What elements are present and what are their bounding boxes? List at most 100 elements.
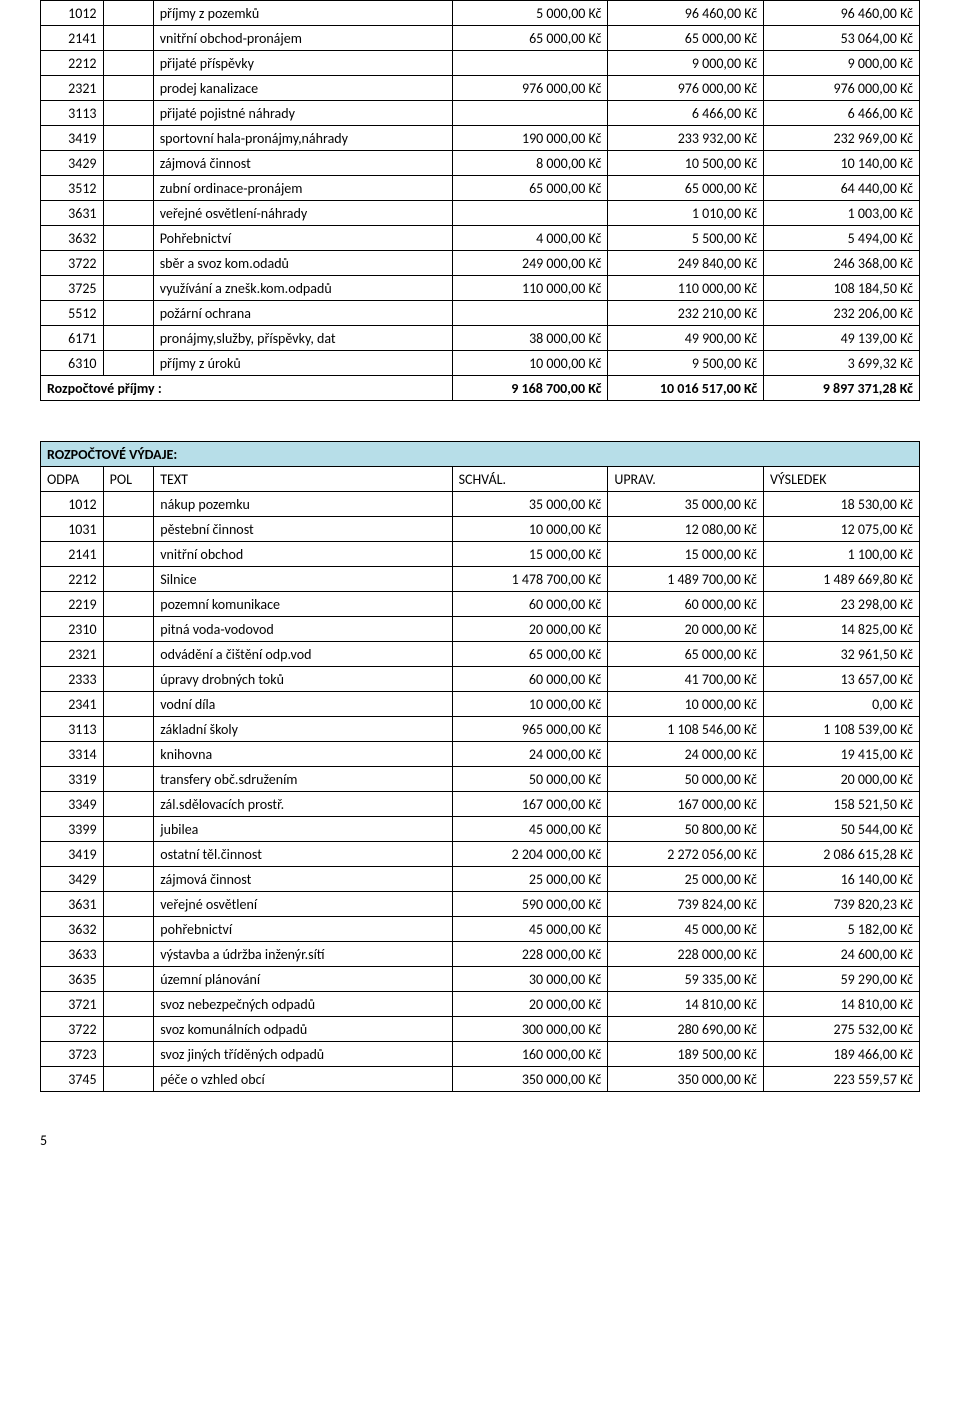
table-row: 3319transfery obč.sdružením50 000,00 Kč5…	[41, 767, 920, 792]
table-row: 3349zál.sdělovacích prostř.167 000,00 Kč…	[41, 792, 920, 817]
cell-pol	[103, 1042, 154, 1067]
cell-text: pozemní komunikace	[154, 592, 452, 617]
cell-text: pohřebnictví	[154, 917, 452, 942]
cell-odpa: 3319	[41, 767, 104, 792]
expense-header: ROZPOČTOVÉ VÝDAJE:	[41, 442, 920, 467]
cell-c1: 5 000,00 Kč	[452, 1, 608, 26]
cell-c3: 1 003,00 Kč	[764, 201, 920, 226]
cell-odpa: 3721	[41, 992, 104, 1017]
table-row: 3631veřejné osvětlení-náhrady1 010,00 Kč…	[41, 201, 920, 226]
cell-c3: 50 544,00 Kč	[763, 817, 919, 842]
cell-c3: 2 086 615,28 Kč	[763, 842, 919, 867]
col-uprav: UPRAV.	[608, 467, 764, 492]
cell-c2: 24 000,00 Kč	[608, 742, 764, 767]
cell-c3: 275 532,00 Kč	[763, 1017, 919, 1042]
cell-c1: 20 000,00 Kč	[452, 617, 608, 642]
table-row: 1031pěstební činnost10 000,00 Kč12 080,0…	[41, 517, 920, 542]
cell-text: zájmová činnost	[153, 151, 452, 176]
cell-c3: 232 206,00 Kč	[764, 301, 920, 326]
cell-text: přijaté pojistné náhrady	[153, 101, 452, 126]
cell-text: nákup pozemku	[154, 492, 452, 517]
cell-c2: 50 000,00 Kč	[608, 767, 764, 792]
cell-odpa: 3314	[41, 742, 104, 767]
cell-c1: 1 478 700,00 Kč	[452, 567, 608, 592]
cell-pol	[103, 792, 154, 817]
cell-c2: 1 489 700,00 Kč	[608, 567, 764, 592]
cell-text: sběr a svoz kom.odadů	[153, 251, 452, 276]
cell-c2: 60 000,00 Kč	[608, 592, 764, 617]
cell-pol	[103, 492, 154, 517]
cell-c3: 976 000,00 Kč	[764, 76, 920, 101]
cell-odpa: 3633	[41, 942, 104, 967]
cell-odpa: 3113	[41, 101, 104, 126]
cell-pol	[103, 1, 153, 26]
cell-text: transfery obč.sdružením	[154, 767, 452, 792]
cell-c1: 50 000,00 Kč	[452, 767, 608, 792]
cell-c1: 4 000,00 Kč	[452, 226, 608, 251]
cell-odpa: 3745	[41, 1067, 104, 1092]
cell-pol	[103, 642, 154, 667]
expense-columns-row: ODPA POL TEXT SCHVÁL. UPRAV. VÝSLEDEK	[41, 467, 920, 492]
cell-odpa: 3632	[41, 226, 104, 251]
total-label: Rozpočtové příjmy :	[41, 376, 453, 401]
cell-text: vnitřní obchod-pronájem	[153, 26, 452, 51]
table-row: 3632Pohřebnictví4 000,00 Kč5 500,00 Kč5 …	[41, 226, 920, 251]
cell-c1: 15 000,00 Kč	[452, 542, 608, 567]
table-row: 6310příjmy z úroků10 000,00 Kč9 500,00 K…	[41, 351, 920, 376]
table-row: 3631veřejné osvětlení590 000,00 Kč739 82…	[41, 892, 920, 917]
cell-c2: 110 000,00 Kč	[608, 276, 764, 301]
table-row: 2141vnitřní obchod15 000,00 Kč15 000,00 …	[41, 542, 920, 567]
cell-pol	[103, 351, 153, 376]
cell-odpa: 3349	[41, 792, 104, 817]
cell-odpa: 3723	[41, 1042, 104, 1067]
cell-c2: 228 000,00 Kč	[608, 942, 764, 967]
table-row: 2219pozemní komunikace60 000,00 Kč60 000…	[41, 592, 920, 617]
table-row: 3399 jubilea45 000,00 Kč50 800,00 Kč50 5…	[41, 817, 920, 842]
cell-pol	[103, 767, 154, 792]
table-row: 3113přijaté pojistné náhrady6 466,00 Kč6…	[41, 101, 920, 126]
cell-c1	[452, 51, 608, 76]
table-row: 2321prodej kanalizace976 000,00 Kč976 00…	[41, 76, 920, 101]
cell-text: pěstební činnost	[154, 517, 452, 542]
cell-odpa: 3113	[41, 717, 104, 742]
col-schval: SCHVÁL.	[452, 467, 608, 492]
cell-pol	[103, 517, 154, 542]
cell-c3: 64 440,00 Kč	[764, 176, 920, 201]
expense-table: ROZPOČTOVÉ VÝDAJE: ODPA POL TEXT SCHVÁL.…	[40, 441, 920, 1092]
cell-odpa: 2321	[41, 76, 104, 101]
table-row: 3745péče o vzhled obcí350 000,00 Kč350 0…	[41, 1067, 920, 1092]
cell-pol	[103, 1017, 154, 1042]
cell-odpa: 3429	[41, 151, 104, 176]
cell-c1	[452, 301, 608, 326]
table-row: 3314knihovna24 000,00 Kč24 000,00 Kč19 4…	[41, 742, 920, 767]
cell-pol	[103, 226, 153, 251]
cell-text: péče o vzhled obcí	[154, 1067, 452, 1092]
table-row: 2341vodní díla10 000,00 Kč10 000,00 Kč0,…	[41, 692, 920, 717]
cell-odpa: 3631	[41, 201, 104, 226]
cell-c3: 14 810,00 Kč	[763, 992, 919, 1017]
table-row: 3632pohřebnictví45 000,00 Kč45 000,00 Kč…	[41, 917, 920, 942]
cell-c3: 24 600,00 Kč	[763, 942, 919, 967]
cell-c2: 25 000,00 Kč	[608, 867, 764, 892]
cell-c2: 1 108 546,00 Kč	[608, 717, 764, 742]
cell-c1: 65 000,00 Kč	[452, 26, 608, 51]
cell-pol	[103, 251, 153, 276]
cell-odpa: 2333	[41, 667, 104, 692]
total-c1: 9 168 700,00 Kč	[452, 376, 608, 401]
table-row: 2321odvádění a čištění odp.vod65 000,00 …	[41, 642, 920, 667]
table-row: 3429zájmová činnost8 000,00 Kč10 500,00 …	[41, 151, 920, 176]
cell-pol	[103, 101, 153, 126]
table-row: 3725využívání a znešk.kom.odpadů110 000,…	[41, 276, 920, 301]
cell-c2: 1 010,00 Kč	[608, 201, 764, 226]
cell-c2: 59 335,00 Kč	[608, 967, 764, 992]
total-c2: 10 016 517,00 Kč	[608, 376, 764, 401]
cell-c1: 10 000,00 Kč	[452, 351, 608, 376]
cell-c2: 50 800,00 Kč	[608, 817, 764, 842]
cell-pol	[103, 151, 153, 176]
cell-c3: 16 140,00 Kč	[763, 867, 919, 892]
cell-pol	[103, 76, 153, 101]
cell-pol	[103, 617, 154, 642]
cell-c2: 65 000,00 Kč	[608, 26, 764, 51]
cell-text: Silnice	[154, 567, 452, 592]
cell-c3: 189 466,00 Kč	[763, 1042, 919, 1067]
